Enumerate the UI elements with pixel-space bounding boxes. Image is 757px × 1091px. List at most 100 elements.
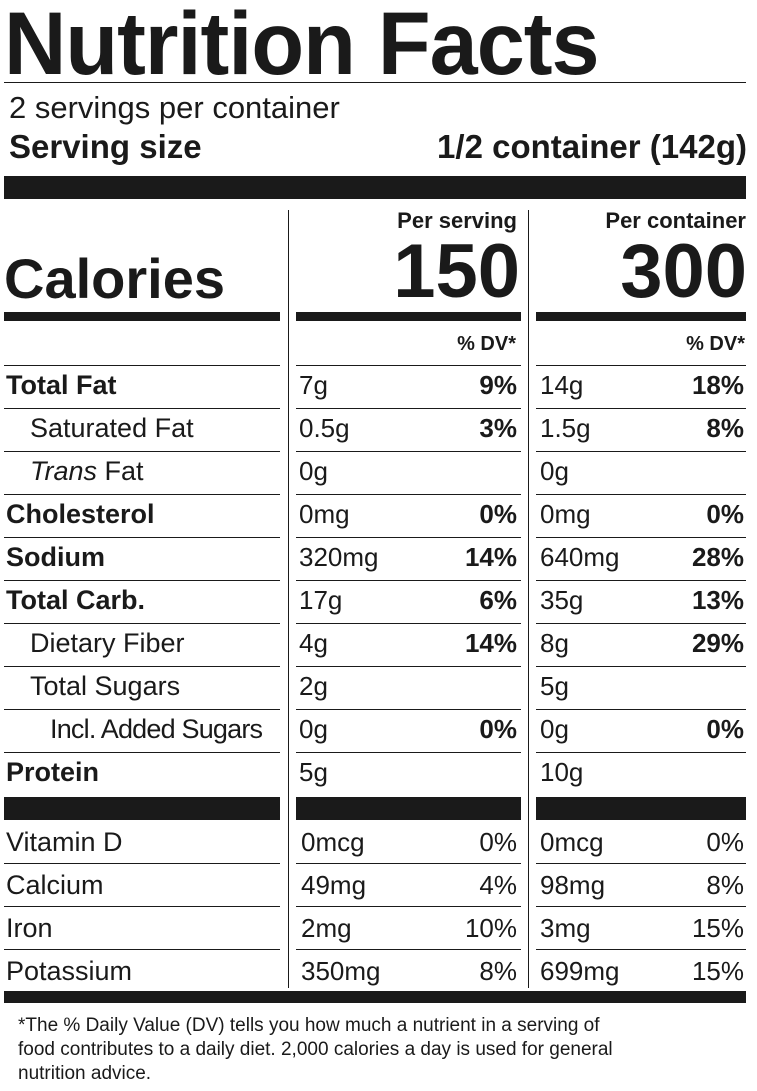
row-rule-1 [296,623,521,624]
vitamin-serving-dv: 10% [464,913,517,943]
thick-rule-top [4,176,746,199]
servings-per-container: 2 servings per container [9,90,340,125]
footnote-line: *The % Daily Value (DV) tells you how mu… [18,1015,600,1036]
container-amount: 0g [540,714,569,744]
row-rule-2 [536,494,746,495]
row-rule-1 [296,752,521,753]
row-rule-0 [4,451,280,452]
nutrient-label-text: Incl. Added Sugars [50,714,263,744]
footnote-line: nutrition advice. [18,1063,152,1084]
vitamin-rule-0 [4,949,280,950]
nutrient-label-text: Protein [6,757,100,787]
vitamin-container-amount: 3mg [540,913,591,943]
row-rule-2 [536,666,746,667]
container-amount: 8g [540,628,569,658]
container-dv: 13% [691,585,744,615]
row-rule-1 [296,451,521,452]
dv-header-serving: % DV* [457,333,516,355]
vitamin-rule-2 [536,863,746,864]
row-rule-1 [296,494,521,495]
thick-rule-label [4,797,280,820]
row-rule-0 [4,365,280,366]
vitamin-serving-dv: 8% [479,956,517,986]
vitamin-rule-0 [4,906,280,907]
vitamin-label: Vitamin D [6,827,123,857]
nutrient-label: Trans Fat [30,456,144,487]
calories-rule-label [4,312,280,321]
vitamin-container-dv: 15% [691,913,744,943]
vitamin-container-dv: 15% [691,956,744,986]
vitamin-serving-dv: 0% [479,827,517,857]
thick-rule-container [536,797,746,820]
container-dv: 29% [691,628,744,658]
vitamin-rule-0 [4,863,280,864]
row-rule-0 [4,537,280,538]
row-rule-0 [4,494,280,495]
serving-amount: 5g [299,757,328,787]
container-amount: 0g [540,456,569,486]
serving-dv: 0% [479,714,517,744]
serving-size-label: Serving size [9,128,202,165]
container-amount: 14g [540,370,584,400]
vitamin-serving-amount: 350mg [301,956,381,986]
serving-amount: 0g [299,714,328,744]
row-rule-2 [536,537,746,538]
vitamin-container-dv: 0% [706,827,744,857]
divider-serving-col [528,210,529,988]
row-rule-2 [536,365,746,366]
nutrient-label-italic: Trans [30,456,98,486]
container-amount: 10g [540,757,584,787]
calories-per-container: 300 [620,229,747,314]
row-rule-1 [296,666,521,667]
nutrient-label: Sodium [6,542,105,573]
container-dv: 28% [691,542,744,572]
container-amount: 35g [540,585,584,615]
label-title: Nutrition Facts [4,0,600,93]
row-rule-1 [296,580,521,581]
serving-dv: 14% [464,542,517,572]
calories-rule-serving [296,312,521,321]
serving-amount: 4g [299,628,328,658]
title-rule [4,82,746,83]
vitamin-rule-1 [296,863,521,864]
nutrient-label: Saturated Fat [30,413,194,444]
row-rule-0 [4,408,280,409]
nutrient-label-text: Total Fat [6,370,117,400]
serving-amount: 0mg [299,499,350,529]
nutrient-label: Total Sugars [30,671,180,702]
nutrient-label: Protein [6,757,99,788]
vitamin-serving-amount: 2mg [301,913,352,943]
container-dv: 8% [706,413,744,443]
vitamin-serving-dv: 4% [479,870,517,900]
row-rule-2 [536,451,746,452]
container-amount: 640mg [540,542,620,572]
container-dv: 0% [706,714,744,744]
vitamin-container-amount: 699mg [540,956,620,986]
nutrient-label: Total Fat [6,370,117,401]
row-rule-2 [536,580,746,581]
row-rule-0 [4,666,280,667]
serving-amount: 2g [299,671,328,701]
nutrient-label: Cholesterol [6,499,155,530]
container-amount: 0mg [540,499,591,529]
serving-amount: 17g [299,585,343,615]
nutrient-label: Incl. Added Sugars [50,714,263,745]
serving-dv: 9% [479,370,517,400]
header-per-container: Per container [605,208,746,233]
row-rule-1 [296,709,521,710]
vitamin-rule-1 [296,906,521,907]
serving-amount: 7g [299,370,328,400]
serving-dv: 6% [479,585,517,615]
vitamin-container-dv: 8% [706,870,744,900]
nutrient-label-text: Cholesterol [6,499,155,529]
vitamin-label: Calcium [6,870,104,900]
serving-dv: 0% [479,499,517,529]
serving-dv: 3% [479,413,517,443]
vitamin-label: Potassium [6,956,133,986]
row-rule-2 [536,709,746,710]
nutrient-label: Dietary Fiber [30,628,185,659]
vitamin-rule-2 [536,906,746,907]
dv-header-container: % DV* [686,333,745,355]
divider-label-col [288,210,289,988]
container-dv: 18% [691,370,744,400]
